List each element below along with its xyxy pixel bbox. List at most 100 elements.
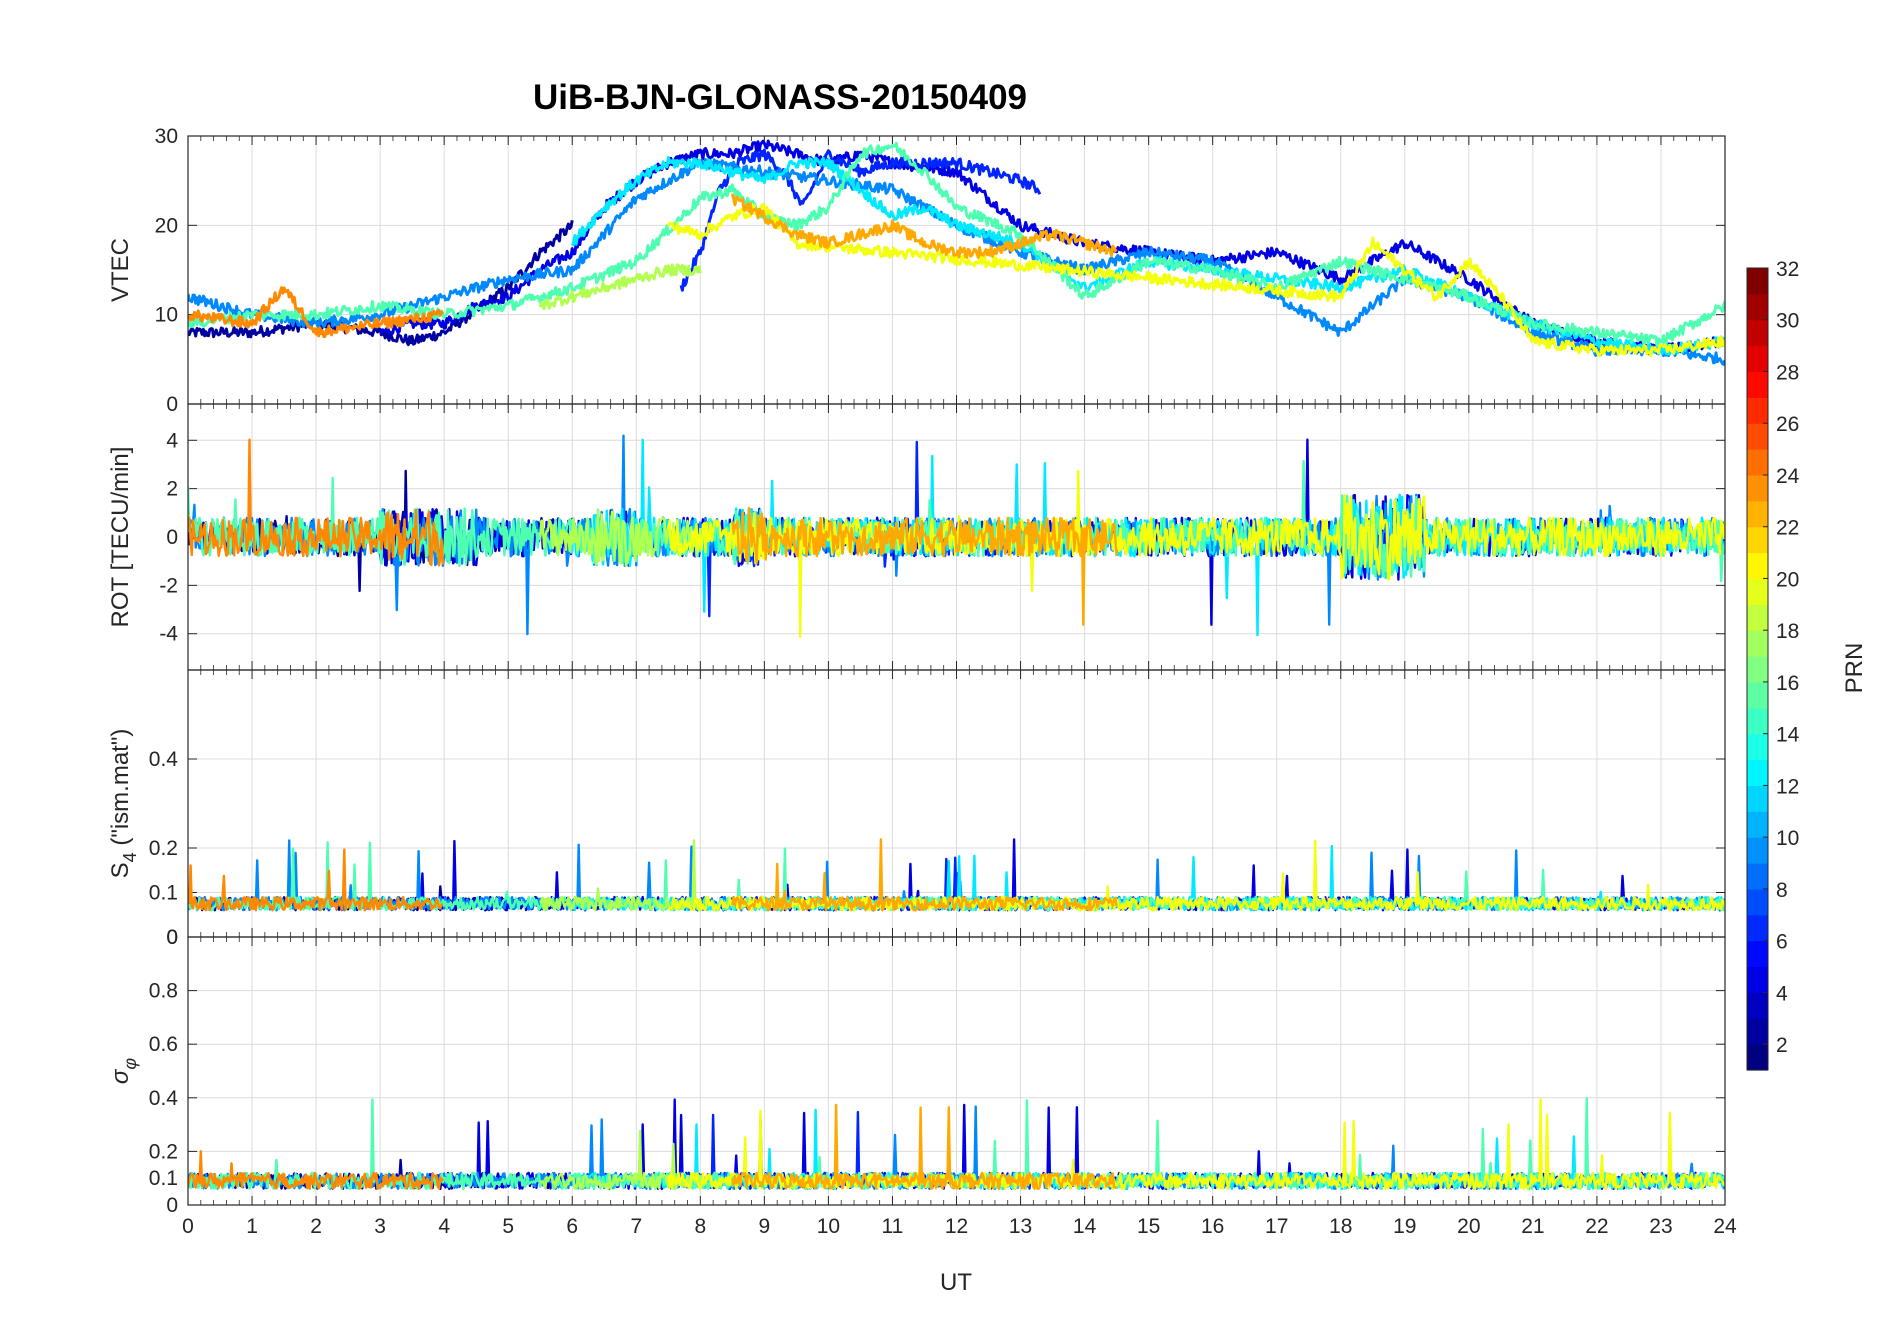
x-tick-label: 22: [1585, 1215, 1608, 1238]
y-tick-label: 30: [155, 125, 178, 148]
x-tick-label: 17: [1265, 1215, 1288, 1238]
colorbar-tick-label: 4: [1776, 982, 1788, 1005]
x-tick-label: 18: [1329, 1215, 1352, 1238]
series-prn-18: [539, 509, 702, 567]
series-prn-23: [731, 838, 1118, 912]
series-prn-23: [731, 506, 1118, 626]
colorbar-segment: [1747, 371, 1768, 398]
series-prn-23: [730, 193, 1118, 259]
y-axis-label-main: S: [107, 862, 134, 878]
colorbar-tick-label: 22: [1776, 517, 1799, 540]
panel-rot: -4 -2 0 2 4 ROT [TECU/min]: [107, 403, 1726, 671]
series-group-rot: [188, 434, 1725, 638]
y-tick-label: 0: [166, 526, 178, 549]
colorbar-segment: [1747, 630, 1768, 657]
series-prn-24: [188, 848, 444, 912]
x-tick-label: 4: [438, 1215, 450, 1238]
y-axis-label-sub: φ: [120, 1058, 140, 1070]
y-tick-label: -2: [159, 574, 178, 597]
series-prn-24: [188, 1150, 444, 1190]
colorbar-tick-label: 6: [1776, 931, 1788, 954]
series-prn-24: [188, 438, 445, 567]
x-tick-label: 5: [502, 1215, 514, 1238]
colorbar-segment: [1747, 293, 1768, 321]
y-tick-label: 20: [155, 214, 178, 237]
colorbar-segment: [1747, 759, 1768, 787]
y-tick-label: 4: [166, 429, 178, 452]
series-group-vtec: [188, 139, 1725, 366]
colorbar-frame: [1746, 267, 1769, 1071]
series-group-s4: [188, 838, 1725, 912]
panel-s4: 0 0.1 0.2 0.4 S4 ("ism.mat"): [107, 669, 1726, 949]
series-prn-6: [679, 148, 1042, 292]
colorbar-tick-label: 30: [1776, 310, 1799, 333]
colorbar-tick-label: 26: [1776, 413, 1799, 436]
colorbar-segment: [1747, 397, 1768, 424]
colorbar-segment: [1747, 656, 1768, 683]
y-tick-label: 0.1: [149, 1167, 178, 1190]
x-tick-label: 14: [1073, 1215, 1097, 1238]
x-tick-label: 19: [1393, 1215, 1416, 1238]
y-tick-label: 0.4: [149, 1087, 179, 1110]
colorbar-segment: [1747, 423, 1768, 450]
colorbar-segment: [1747, 785, 1768, 812]
colorbar-segment: [1747, 500, 1768, 528]
x-tick-label: 15: [1137, 1215, 1160, 1238]
y-tick-label: 0.8: [149, 980, 178, 1003]
x-tick-label: 12: [945, 1215, 968, 1238]
x-tick-label: 8: [694, 1215, 706, 1238]
y-tick-label: 0.4: [149, 748, 179, 771]
chart-title: UiB-BJN-GLONASS-20150409: [532, 78, 1028, 117]
colorbar-segment: [1747, 940, 1768, 968]
y-axis-label-main: σ: [107, 1068, 134, 1084]
colorbar-segment: [1747, 888, 1768, 916]
y-tick-label: 0: [166, 926, 178, 949]
x-tick-label: 11: [882, 1215, 904, 1238]
x-tick-label: 13: [1009, 1215, 1032, 1238]
series-prn-20: [666, 202, 1725, 358]
x-tick-label: 1: [246, 1215, 258, 1238]
series-prn-15: [188, 141, 1725, 348]
x-axis-label: UT: [940, 1269, 972, 1296]
colorbar-tick-label: 12: [1776, 775, 1799, 798]
series-prn-18: [538, 263, 702, 311]
y-tick-label: 0: [166, 393, 178, 416]
colorbar-segment: [1747, 863, 1768, 890]
x-tick-label: 2: [310, 1215, 322, 1238]
series-prn-18: [539, 1129, 702, 1190]
colorbar-segment: [1747, 681, 1768, 709]
series-group-sigma: [188, 1097, 1725, 1191]
y-axis-label-sub: 4: [120, 852, 140, 862]
colorbar-segment: [1747, 707, 1768, 735]
colorbar-segment: [1747, 837, 1768, 864]
y-axis-label-rest: ("ism.mat"): [107, 729, 134, 853]
colorbar-segment: [1747, 268, 1768, 295]
colorbar-tick-label: 32: [1776, 258, 1799, 281]
panel-sigma: 0 1 2 3 4 5 6 7 8 9 10 11 12 13 14 15 16 17 18 19 20 21 22 23 24…: [107, 926, 1737, 1238]
y-axis-label-s4: S4 ("ism.mat"): [107, 729, 140, 879]
y-axis-label-sigma: σφ: [107, 1058, 140, 1084]
x-tick-label: 23: [1649, 1215, 1672, 1238]
y-tick-label: -4: [159, 623, 178, 646]
colorbar-segment: [1747, 733, 1768, 761]
colorbar-segment: [1747, 1044, 1768, 1071]
colorbar-tick-label: 10: [1776, 827, 1799, 850]
colorbar-segment: [1747, 526, 1768, 554]
colorbar-segment: [1747, 1018, 1768, 1045]
x-tick-label: 21: [1521, 1215, 1544, 1238]
colorbar-segment: [1747, 345, 1768, 373]
colorbar-segment: [1747, 811, 1768, 838]
x-tick-label: 3: [374, 1215, 386, 1238]
axes-frame: [187, 936, 1726, 1206]
x-tick-label: 6: [566, 1215, 578, 1238]
x-tick-label: 16: [1201, 1215, 1224, 1238]
colorbar-segment: [1747, 449, 1768, 476]
colorbar-segment: [1747, 966, 1768, 993]
y-tick-label: 0: [166, 926, 178, 949]
colorbar-tick-label: 18: [1776, 620, 1799, 643]
series-prn-24: [188, 286, 445, 339]
x-tick-label: 20: [1457, 1215, 1480, 1238]
